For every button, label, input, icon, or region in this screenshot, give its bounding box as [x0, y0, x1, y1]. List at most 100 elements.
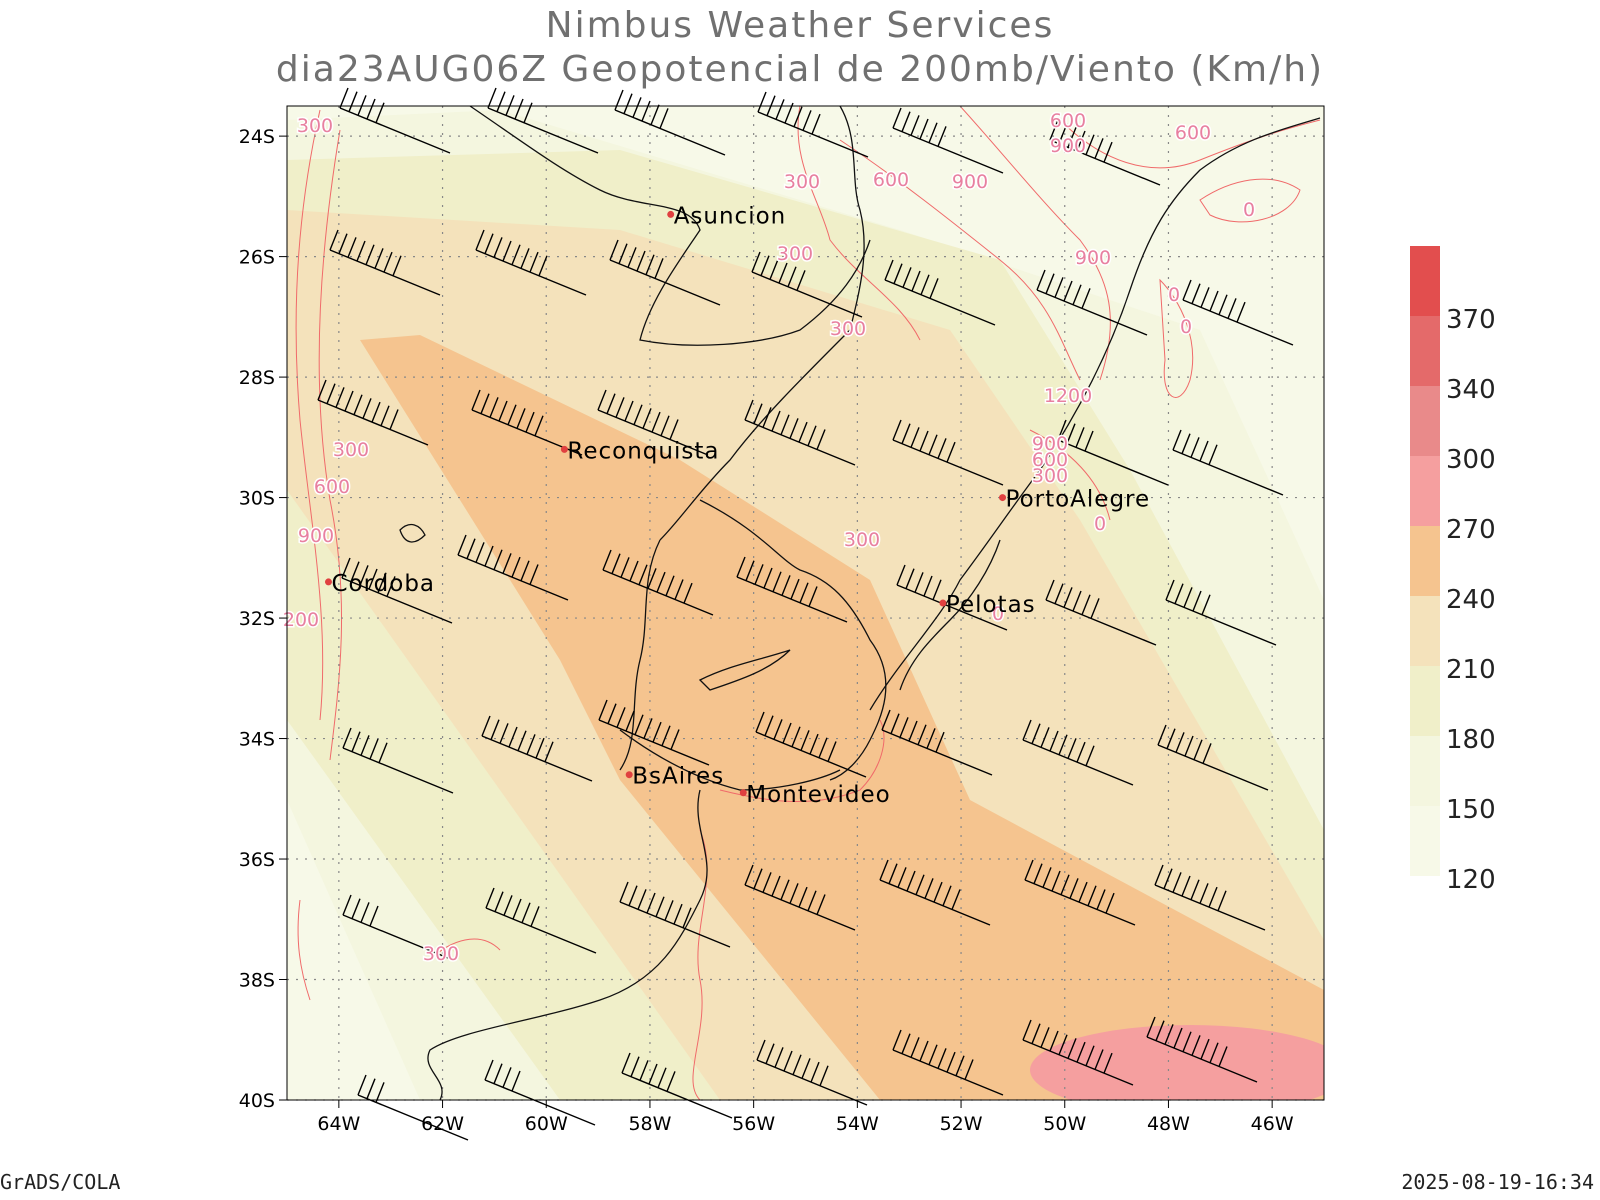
contour-label: 0 [1180, 316, 1192, 338]
wind-barb [892, 1029, 1004, 1096]
lon-tick-label: 56W [732, 1113, 775, 1135]
lon-tick-label: 54W [836, 1113, 879, 1135]
city-marker [324, 578, 332, 586]
lat-tick-label: 26S [239, 247, 275, 269]
colorbar-swatch [1410, 736, 1440, 806]
contour-label: 300 [830, 318, 866, 340]
wind-barb [879, 859, 991, 926]
contour-label: 600 [873, 169, 909, 191]
wind-barb [1146, 1016, 1258, 1083]
wind-barb [751, 251, 863, 318]
wind-barb [481, 715, 593, 782]
contour-label: 300 [777, 243, 813, 265]
shaded-field [287, 106, 1324, 1100]
wind-barb [896, 564, 1008, 631]
colorbar-swatch [1410, 666, 1440, 736]
wind-barb [341, 557, 453, 624]
contour-label: 600 [314, 476, 350, 498]
wind-barb [357, 1074, 469, 1141]
colorbar-label: 210 [1446, 655, 1496, 685]
wind-barb [1172, 429, 1284, 496]
footer-timestamp: 2025-08-19-16:34 [1401, 1170, 1594, 1194]
contour-label: 600 [1050, 110, 1086, 132]
colorbar-label: 240 [1446, 585, 1496, 615]
wind-barb [1165, 579, 1277, 646]
wind-barb [342, 727, 454, 794]
colorbar-swatch [1410, 246, 1440, 316]
wind-barb [755, 711, 867, 778]
contour-label: 300 [784, 171, 820, 193]
wind-barb [1045, 579, 1157, 646]
city-portoalegre: PortoAlegre [999, 487, 1149, 513]
city-bsaires: BsAires [625, 764, 724, 790]
wind-barb [1182, 279, 1294, 346]
wind-barbs [317, 87, 1294, 1141]
contour-label: 0 [992, 603, 1004, 625]
wind-barb [1154, 864, 1266, 931]
contour-label: 300 [1032, 465, 1068, 487]
contour-label: 900 [1075, 247, 1111, 269]
plot-frame [286, 105, 1325, 1101]
lat-tick-label: 28S [239, 367, 275, 389]
colorbar-swatch [1410, 526, 1440, 596]
wind-barb [1024, 859, 1136, 926]
contour-label: 300 [423, 943, 459, 965]
lat-tick-label: 38S [239, 970, 275, 992]
wind-barb [614, 89, 726, 156]
lon-tick-label: 60W [525, 1113, 568, 1135]
lat-tick-label: 40S [239, 1090, 275, 1112]
city-label: Montevideo [746, 782, 891, 808]
city-reconquista: Reconquista [560, 438, 719, 464]
contour-label: 900 [952, 171, 988, 193]
wind-barb [881, 709, 993, 776]
colorbar-label: 180 [1446, 725, 1496, 755]
wind-barb [1036, 269, 1148, 336]
wind-barb [475, 229, 587, 296]
city-label: Reconquista [567, 438, 719, 464]
lon-tick-label: 48W [1147, 1113, 1190, 1135]
contour-label: 300 [844, 529, 880, 551]
city-label: Asuncion [674, 203, 787, 229]
wind-barb [621, 1052, 733, 1119]
contour-label: 300 [333, 439, 369, 461]
wind-barb [342, 894, 454, 961]
contour-label: 600 [1175, 122, 1211, 144]
city-asuncion: Asuncion [667, 203, 787, 229]
wind-barb [892, 107, 1004, 174]
wind-barb [744, 399, 856, 466]
colorbar-swatch [1410, 386, 1440, 456]
city-label: Pelotas [946, 592, 1036, 618]
axis-labels: 24S 26S 28S 30S 32S 34S 36S 38S 40S 64W 62W 60W 58W 5… [239, 126, 1294, 1135]
city-label: BsAires [632, 764, 724, 790]
wind-barb [1022, 719, 1134, 786]
wind-barb [1049, 119, 1161, 186]
wind-barb [884, 259, 996, 326]
chart-title: Nimbus Weather Services [545, 5, 1055, 46]
colorbar-label: 150 [1446, 795, 1496, 825]
contour-label: 1200 [1044, 385, 1092, 407]
city-marker [625, 771, 633, 779]
colorbar-label: 370 [1446, 305, 1496, 335]
colorbar-label: 270 [1446, 515, 1496, 545]
contour-label: 0 [1243, 199, 1255, 221]
footer-software-label: GrADS/COLA [0, 1170, 121, 1194]
band-270 [1030, 1025, 1324, 1100]
contour-label: 0 [1168, 284, 1180, 306]
wind-barb [457, 534, 569, 601]
contour-label: 900 [298, 525, 334, 547]
wind-barb [1022, 1019, 1134, 1086]
colorbar: 370 340 300 270 240 210 180 150 120 [1410, 246, 1496, 895]
contour-label: 900 [1032, 433, 1068, 455]
wind-barb [1157, 724, 1269, 791]
colorbar-swatch [1410, 316, 1440, 386]
colorbar-swatch [1410, 806, 1440, 876]
colorbar-label: 120 [1446, 865, 1496, 895]
city-pelotas: Pelotas [939, 592, 1035, 618]
wind-barb [598, 699, 710, 766]
colorbar-swatch [1410, 596, 1440, 666]
lon-tick-label: 52W [940, 1113, 983, 1135]
colorbar-swatch [1410, 456, 1440, 526]
lon-tick-label: 58W [628, 1113, 671, 1135]
